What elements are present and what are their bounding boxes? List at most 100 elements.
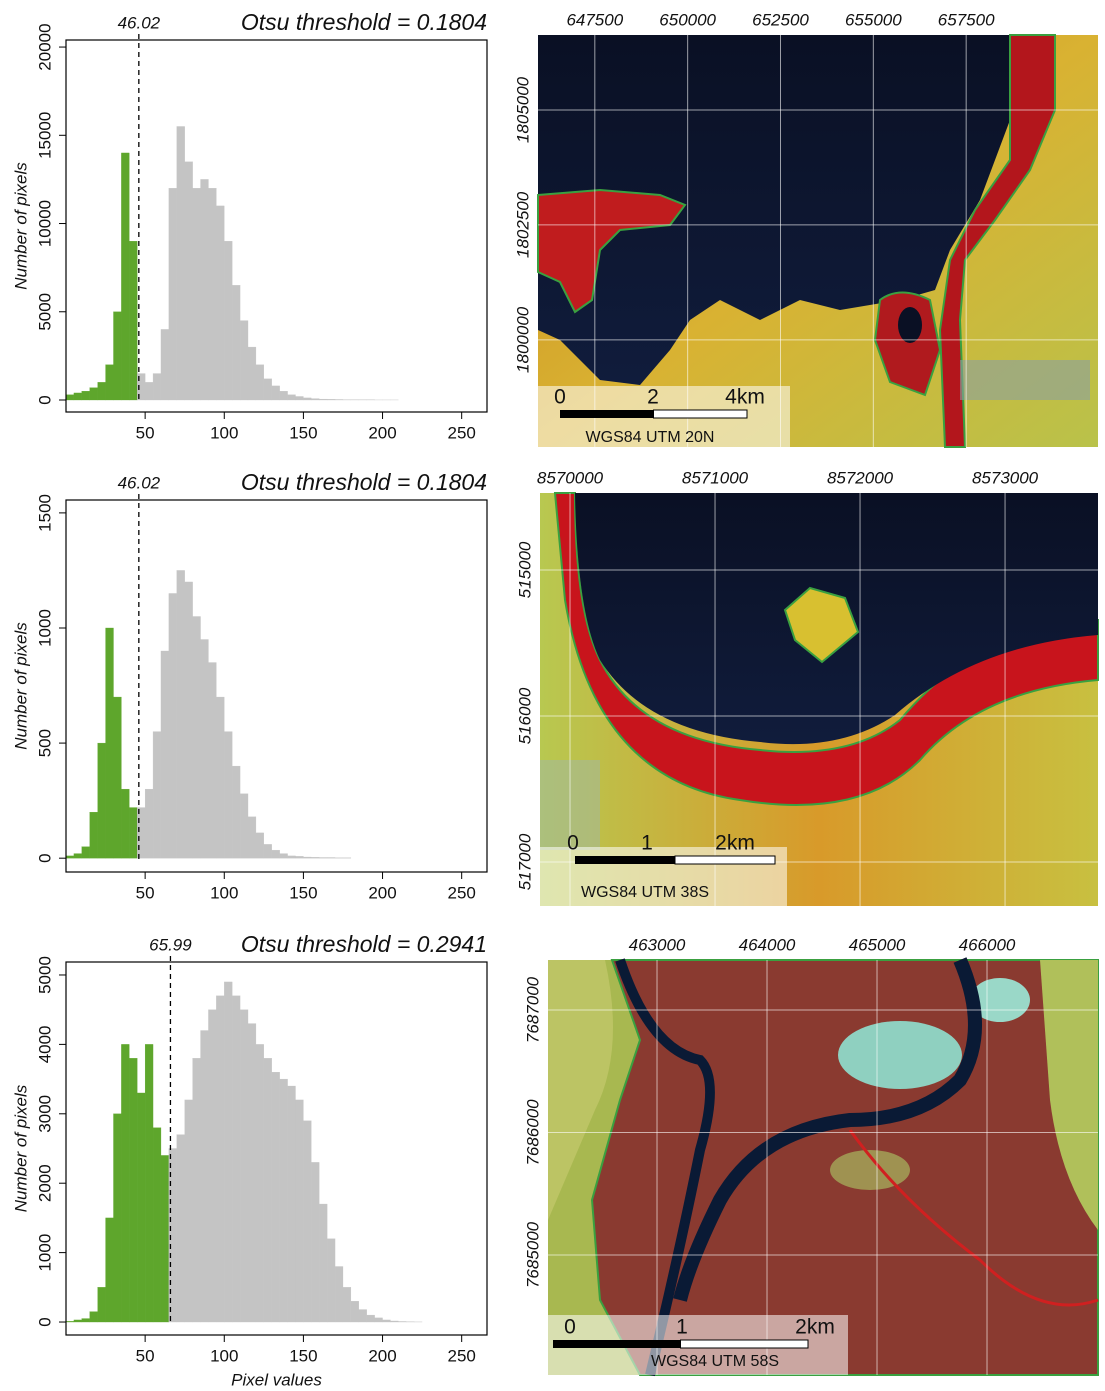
y-tick-label: 3000 [35, 1095, 54, 1133]
bar [113, 1113, 122, 1323]
bar [97, 742, 106, 859]
threshold-label: 65.99 [149, 935, 192, 954]
threshold-label: 46.02 [118, 13, 161, 32]
bar [224, 981, 233, 1323]
bar [73, 1319, 82, 1323]
bar [168, 593, 177, 859]
bar [152, 373, 162, 401]
y-axis-label: Number of pixels [11, 162, 30, 290]
x-tick-label: 8573000 [972, 468, 1039, 487]
y-tick-label: 5000 [35, 293, 54, 331]
x-tick-label: 50 [136, 423, 155, 442]
y-tick-label: 516000 [515, 687, 534, 744]
bar [232, 995, 241, 1323]
bar [374, 1317, 383, 1323]
bar [113, 311, 122, 401]
y-axis-label: Number of pixels [11, 1084, 30, 1212]
y-tick-label: 517000 [515, 833, 534, 890]
bar [216, 205, 225, 401]
scale-bar [560, 410, 654, 418]
bar [200, 179, 209, 401]
bar [65, 855, 75, 859]
x-tick-label: 655000 [845, 10, 902, 29]
bar [200, 1030, 209, 1323]
bar [239, 793, 249, 859]
x-tick-label: 652500 [752, 10, 809, 29]
y-tick-label: 7685000 [523, 1221, 542, 1288]
bar [358, 1309, 367, 1323]
x-tick-label: 8571000 [682, 468, 749, 487]
bar [224, 241, 233, 401]
bar [232, 765, 241, 859]
scale-label: 1 [676, 1316, 688, 1339]
bar [89, 1311, 98, 1323]
x-tick-label: 100 [210, 883, 238, 902]
threshold-label: 46.02 [118, 473, 161, 492]
x-tick-label: 463000 [629, 935, 686, 954]
bar [137, 807, 146, 859]
x-tick-label: 50 [136, 883, 155, 902]
bar [144, 382, 154, 401]
bar [303, 1120, 312, 1323]
y-tick-label: 20000 [35, 23, 54, 70]
map-image [548, 957, 1099, 1377]
y-tick-label: 10000 [35, 200, 54, 247]
bar [311, 857, 320, 859]
y-tick-label: 0 [35, 853, 54, 862]
bar [247, 816, 257, 859]
bar [105, 627, 114, 859]
scale-bar [553, 1340, 681, 1348]
bar [113, 696, 122, 859]
bar [160, 650, 170, 859]
bar [390, 1320, 399, 1323]
bar [105, 364, 114, 401]
bar [271, 385, 280, 401]
bar [200, 639, 209, 859]
bar [319, 1203, 328, 1323]
x-tick-label: 150 [289, 423, 317, 442]
scale-bar [674, 855, 776, 865]
scale-bar [653, 409, 748, 419]
bar [216, 995, 225, 1323]
y-tick-label: 1802500 [513, 191, 532, 258]
bar [247, 346, 257, 401]
scale-bar [680, 1339, 809, 1349]
bar [89, 387, 98, 401]
bar [326, 1238, 336, 1323]
bar [326, 857, 336, 859]
bar [176, 1134, 185, 1323]
bar [295, 396, 304, 401]
bar [105, 1217, 114, 1323]
panel-title: Otsu threshold = 0.2941 [241, 931, 487, 957]
x-tick-label: 250 [447, 883, 475, 902]
bar [303, 397, 312, 401]
bar [129, 1058, 138, 1323]
bar [224, 731, 233, 859]
x-tick-label: 650000 [659, 10, 716, 29]
bar [216, 696, 225, 859]
bar [271, 1072, 280, 1323]
x-tick-label: 200 [368, 1346, 396, 1365]
bar [247, 1023, 257, 1323]
bar [255, 364, 264, 401]
bar [239, 320, 249, 401]
bar [121, 152, 130, 401]
bar [287, 855, 296, 859]
plot-frame [65, 499, 488, 873]
bar [144, 1044, 154, 1323]
bar [263, 844, 272, 859]
scale-label: 0 [564, 1316, 576, 1339]
y-tick-label: 2000 [35, 1164, 54, 1202]
bar [232, 285, 241, 401]
x-tick-label: 150 [289, 1346, 317, 1365]
y-tick-label: 0 [35, 1317, 54, 1326]
panel-title: Otsu threshold = 0.1804 [241, 9, 487, 35]
bar [334, 399, 344, 401]
bar [144, 788, 154, 859]
x-tick-label: 100 [210, 1346, 238, 1365]
bar [255, 1044, 264, 1323]
bar [255, 832, 264, 859]
x-tick-label: 250 [447, 1346, 475, 1365]
map-image [540, 492, 1099, 906]
y-tick-label: 4000 [35, 1025, 54, 1063]
